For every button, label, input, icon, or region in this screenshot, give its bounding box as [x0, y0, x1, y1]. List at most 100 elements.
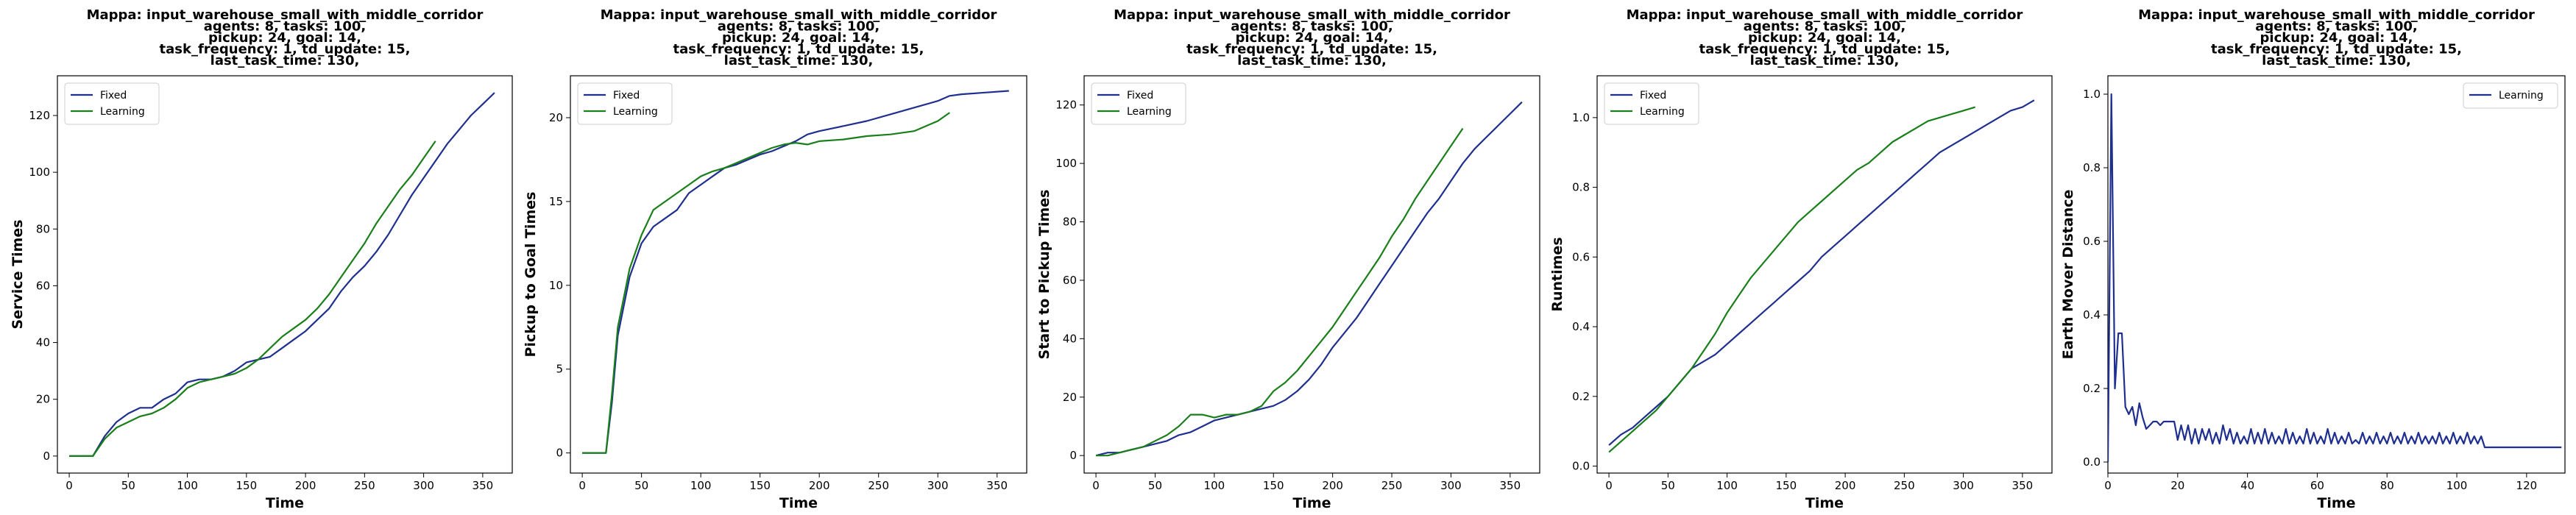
chart-title-line: pickup: 24, goal: 14, — [208, 30, 361, 46]
chart-title-line: last_task_time: 130, — [1237, 53, 1387, 68]
chart-panel-5: Mappa: input_warehouse_small_with_middle… — [2060, 7, 2566, 511]
chart-title-line: last_task_time: 130, — [1750, 53, 1900, 68]
x-tick-label: 350 — [473, 479, 494, 492]
y-tick-label: 40 — [1063, 332, 1077, 345]
chart-panel-3: Mappa: input_warehouse_small_with_middle… — [1036, 7, 1540, 511]
y-tick-label: 0 — [43, 450, 50, 463]
x-tick-label: 50 — [1661, 479, 1675, 492]
chart-title-line: agents: 8, tasks: 100, — [1744, 19, 1906, 35]
chart-title-line: Mappa: input_warehouse_small_with_middle… — [1114, 7, 1510, 23]
y-tick-label: 20 — [1063, 391, 1077, 404]
y-axis-label: Runtimes — [1549, 237, 1565, 311]
legend-label: Learning — [613, 106, 658, 118]
chart-title-line: Mappa: input_warehouse_small_with_middle… — [2138, 7, 2535, 23]
y-tick-label: 60 — [36, 279, 50, 292]
legend-label: Fixed — [1127, 90, 1153, 102]
chart-title-line: pickup: 24, goal: 14, — [722, 30, 875, 46]
legend-label: Learning — [100, 106, 145, 118]
chart-title-line: last_task_time: 130, — [2262, 53, 2411, 68]
x-tick-label: 100 — [2446, 479, 2468, 492]
y-tick-label: 0.0 — [2083, 455, 2101, 469]
legend-box — [2463, 82, 2558, 109]
x-tick-label: 250 — [1894, 479, 1915, 492]
x-tick-label: 50 — [1148, 479, 1162, 492]
y-axis-label: Start to Pickup Times — [1036, 190, 1052, 360]
legend-label: Fixed — [613, 90, 640, 102]
x-tick-label: 300 — [927, 479, 949, 492]
plot-area-frame — [1596, 75, 2053, 474]
legend-label: Learning — [1640, 106, 1685, 118]
x-tick-label: 80 — [2380, 479, 2394, 492]
plot-area-frame — [570, 75, 1027, 474]
y-tick-label: 0.2 — [2083, 382, 2101, 395]
x-tick-label: 300 — [1440, 479, 1462, 492]
series-line-learning — [1608, 106, 1976, 453]
legend: Fixed Learning — [64, 82, 160, 125]
plot-area-frame — [2107, 75, 2566, 474]
x-tick-label: 20 — [2170, 479, 2184, 492]
chart-title-line: pickup: 24, goal: 14, — [2260, 30, 2413, 46]
legend-label: Fixed — [1640, 90, 1666, 102]
x-tick-label: 300 — [1953, 479, 1974, 492]
series-line-learning — [2108, 93, 2562, 463]
legend: Learning — [2463, 82, 2558, 109]
legend-box — [1604, 82, 1699, 125]
chart-title-line: agents: 8, tasks: 100, — [2255, 19, 2418, 35]
chart-title-line: Mappa: input_warehouse_small_with_middle… — [87, 7, 484, 23]
x-tick-label: 200 — [295, 479, 316, 492]
x-tick-label: 200 — [1835, 479, 1856, 492]
legend-box — [577, 82, 673, 125]
x-tick-label: 200 — [809, 479, 830, 492]
y-tick-label: 100 — [29, 166, 50, 179]
series-line-learning — [582, 112, 950, 454]
y-tick-label: 15 — [549, 195, 563, 208]
x-tick-label: 250 — [868, 479, 889, 492]
y-tick-label: 5 — [556, 363, 563, 376]
x-tick-label: 0 — [66, 479, 73, 492]
x-tick-label: 100 — [1716, 479, 1738, 492]
legend: Fixed Learning — [1604, 82, 1699, 125]
legend: Fixed Learning — [1091, 82, 1186, 125]
x-tick-label: 0 — [2104, 479, 2112, 492]
y-tick-label: 20 — [36, 393, 50, 406]
series-line-fixed — [1095, 101, 1523, 457]
y-tick-label: 120 — [1055, 99, 1077, 112]
series-line-fixed — [69, 92, 495, 458]
legend-box — [64, 82, 160, 125]
x-tick-label: 350 — [1499, 479, 1521, 492]
y-tick-label: 0.2 — [1572, 390, 1590, 403]
y-tick-label: 0.8 — [1572, 181, 1590, 194]
y-axis-label: Service Times — [10, 219, 26, 329]
chart-title-line: agents: 8, tasks: 100, — [1231, 19, 1393, 35]
y-tick-label: 0.4 — [1572, 320, 1590, 333]
x-axis-label: Time — [2317, 495, 2355, 511]
chart-title-line: agents: 8, tasks: 100, — [204, 19, 367, 35]
legend-box — [1091, 82, 1186, 125]
series-line-fixed — [582, 90, 1009, 454]
y-tick-label: 80 — [36, 222, 50, 235]
y-axis-label: Pickup to Goal Times — [523, 192, 539, 358]
chart-title-line: pickup: 24, goal: 14, — [1236, 30, 1389, 46]
x-tick-label: 150 — [236, 479, 258, 492]
x-tick-label: 100 — [1204, 479, 1225, 492]
legend-label: Learning — [2499, 90, 2544, 102]
x-tick-label: 120 — [2516, 479, 2538, 492]
x-tick-label: 150 — [1776, 479, 1797, 492]
y-tick-label: 20 — [549, 111, 563, 124]
series-line-fixed — [1608, 99, 2035, 446]
x-axis-label: Time — [1805, 495, 1844, 511]
x-tick-label: 50 — [634, 479, 648, 492]
y-tick-label: 100 — [1055, 157, 1077, 170]
x-tick-label: 100 — [690, 479, 712, 492]
y-tick-label: 0.4 — [2083, 308, 2101, 322]
x-tick-label: 40 — [2240, 479, 2254, 492]
y-tick-label: 120 — [29, 109, 50, 122]
y-tick-label: 0.6 — [2083, 235, 2101, 248]
x-tick-label: 300 — [413, 479, 434, 492]
y-tick-label: 80 — [1063, 216, 1077, 229]
x-axis-label: Time — [1292, 495, 1331, 511]
y-tick-label: 60 — [1063, 274, 1077, 287]
y-tick-label: 0.0 — [1572, 460, 1590, 473]
x-tick-label: 0 — [1605, 479, 1613, 492]
